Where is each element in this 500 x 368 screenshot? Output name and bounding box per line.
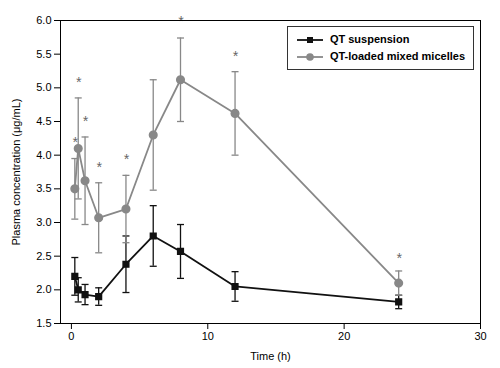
svg-text:10: 10 bbox=[202, 330, 214, 342]
svg-text:5.5: 5.5 bbox=[36, 48, 51, 60]
svg-text:*: * bbox=[72, 134, 78, 150]
svg-text:6.0: 6.0 bbox=[36, 14, 51, 26]
svg-text:*: * bbox=[76, 74, 82, 90]
svg-text:5.0: 5.0 bbox=[36, 81, 51, 93]
svg-text:*: * bbox=[232, 48, 238, 64]
svg-text:0: 0 bbox=[68, 330, 74, 342]
svg-text:4.0: 4.0 bbox=[36, 149, 51, 161]
svg-text:Time (h): Time (h) bbox=[250, 350, 291, 362]
svg-text:*: * bbox=[396, 250, 402, 266]
html-text:QT-loaded mixed micelles: QT-loaded mixed micelles bbox=[329, 50, 465, 62]
svg-text:30: 30 bbox=[474, 330, 486, 342]
svg-text:2.5: 2.5 bbox=[36, 250, 51, 262]
svg-text:2.0: 2.0 bbox=[36, 283, 51, 295]
svg-text:1.5: 1.5 bbox=[36, 317, 51, 329]
svg-text:*: * bbox=[123, 151, 129, 167]
html-text:QT suspension: QT suspension bbox=[329, 33, 410, 45]
svg-text:*: * bbox=[178, 13, 184, 29]
svg-text:*: * bbox=[82, 113, 88, 129]
svg-text:3.5: 3.5 bbox=[36, 182, 51, 194]
svg-text:20: 20 bbox=[338, 330, 350, 342]
svg-text:4.5: 4.5 bbox=[36, 115, 51, 127]
svg-text:*: * bbox=[96, 159, 102, 175]
svg-text:3.0: 3.0 bbox=[36, 216, 51, 228]
svg-text:Plasma concentration (μg/mL): Plasma concentration (μg/mL) bbox=[10, 99, 22, 246]
